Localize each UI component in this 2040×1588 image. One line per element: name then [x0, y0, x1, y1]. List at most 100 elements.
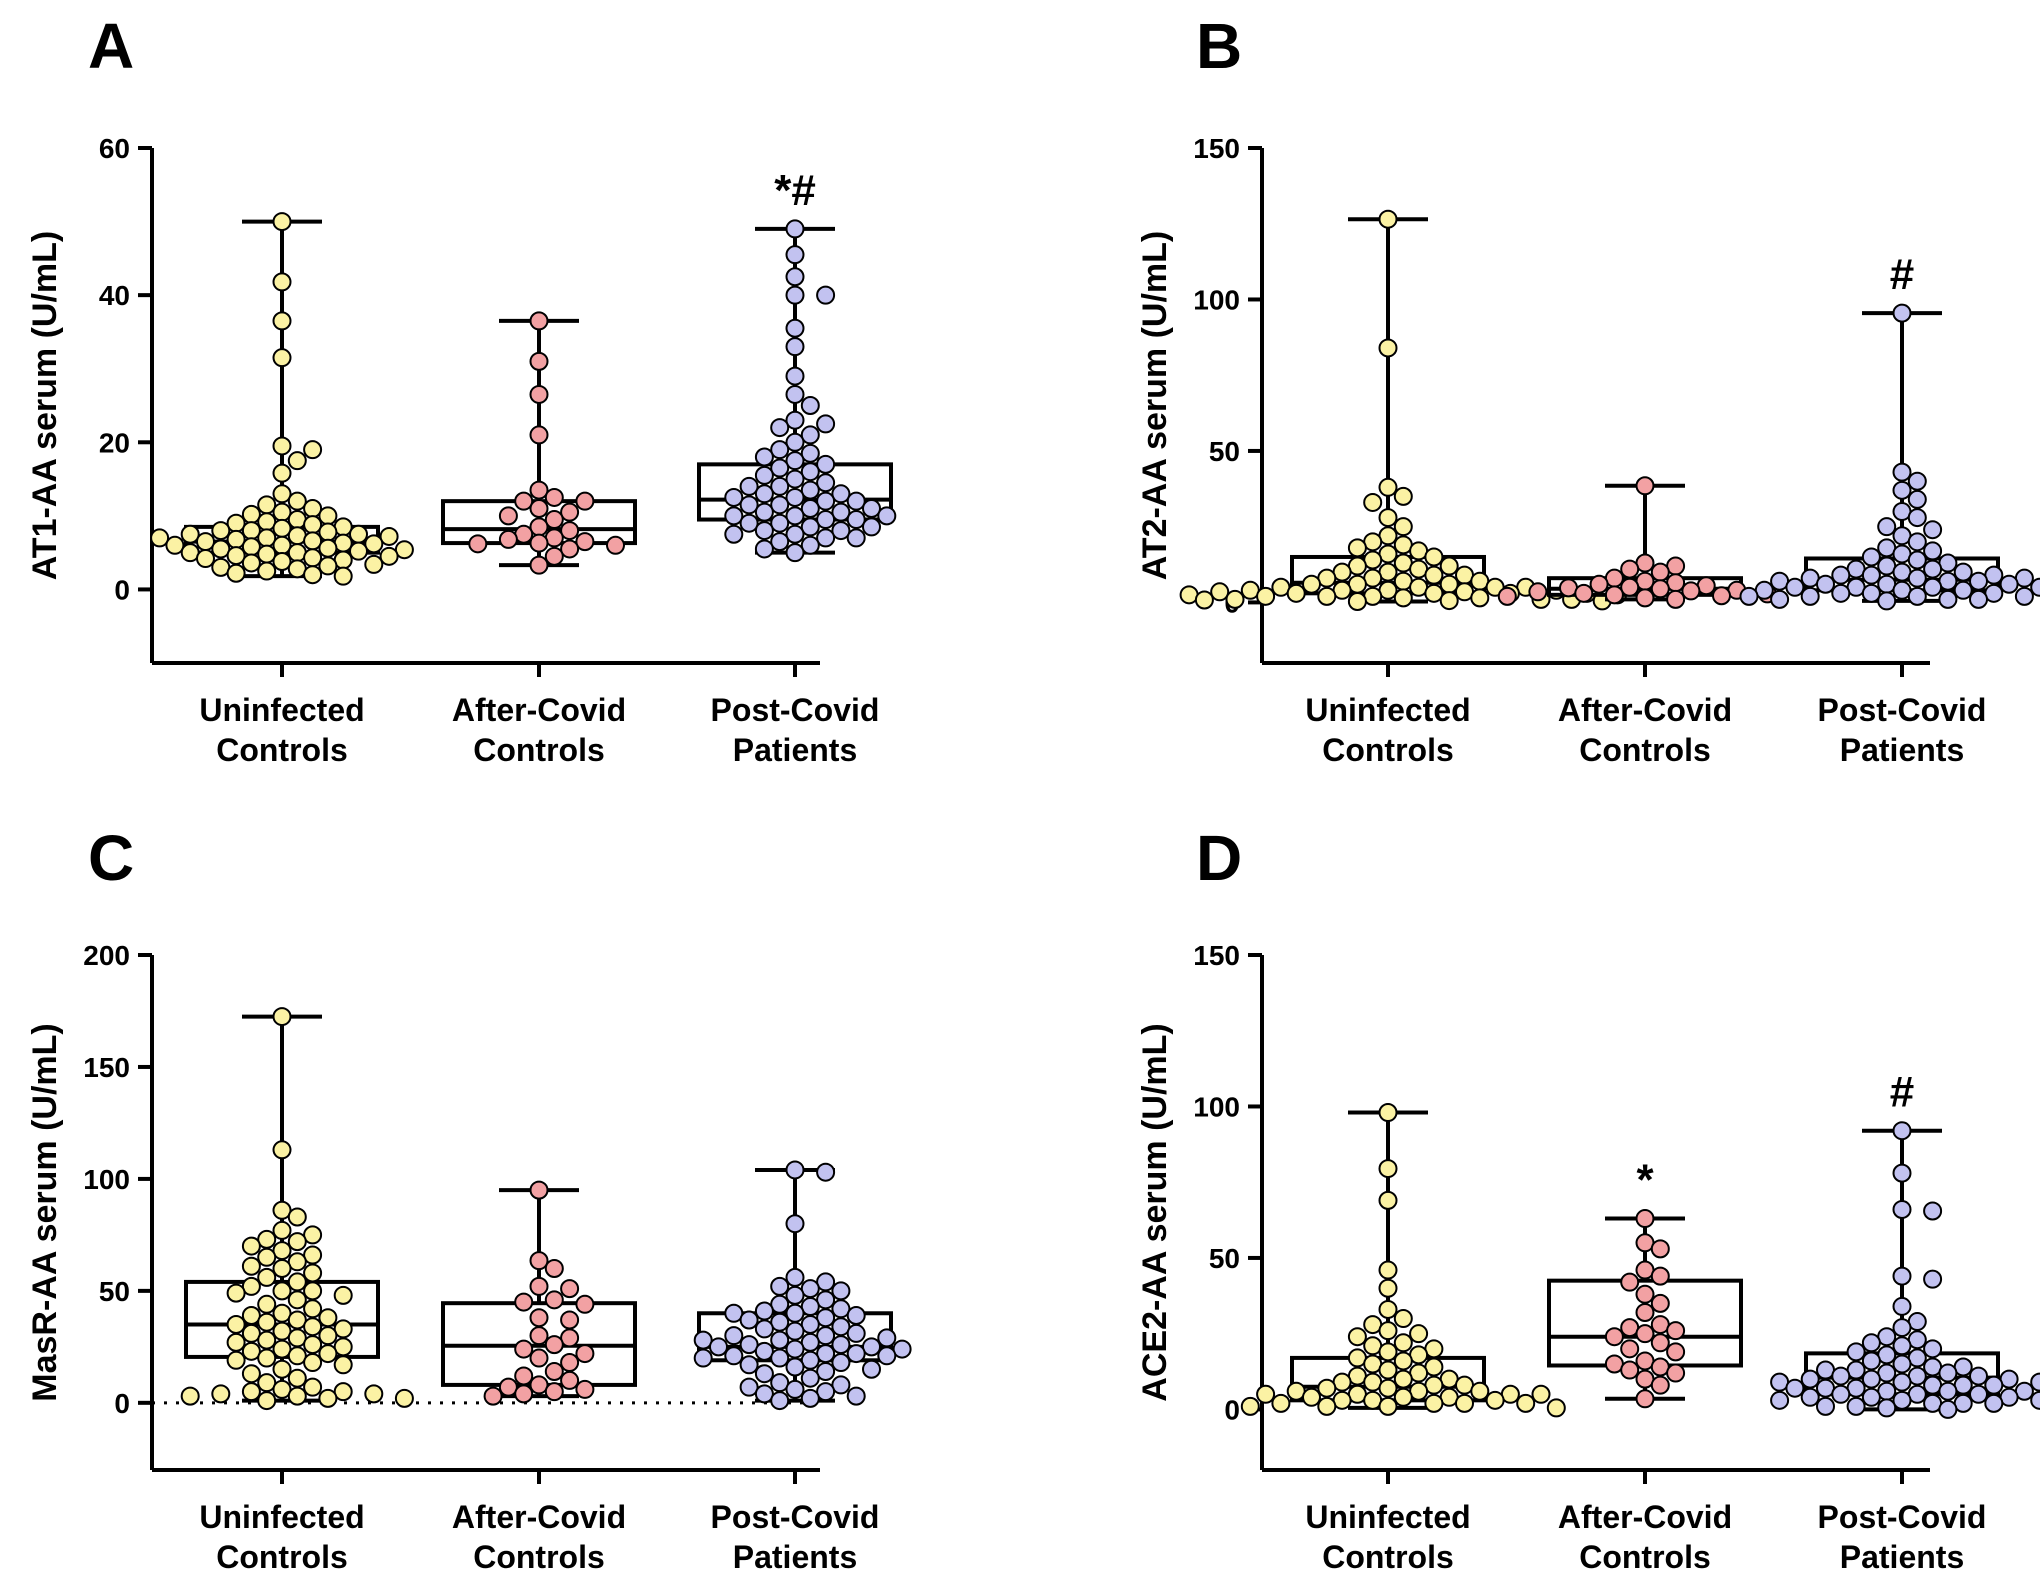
data-point — [1924, 1340, 1941, 1357]
data-point — [1652, 1240, 1669, 1257]
y-tick-label: 150 — [1193, 133, 1240, 164]
panel-letter-a: A — [88, 10, 134, 82]
data-point — [319, 1327, 336, 1344]
data-point — [1667, 1365, 1684, 1382]
y-tick-label: 50 — [1209, 436, 1240, 467]
data-point — [756, 1320, 773, 1337]
y-tick-label: 100 — [83, 1164, 130, 1195]
data-point — [350, 543, 367, 560]
data-point — [304, 1264, 321, 1281]
data-point — [1591, 576, 1608, 593]
y-tick-label: 0 — [1224, 1394, 1240, 1425]
significance-annotation: # — [1890, 1068, 1914, 1117]
data-point — [1894, 1201, 1911, 1218]
data-point — [1380, 1380, 1397, 1397]
data-point — [1349, 593, 1366, 610]
data-point — [725, 1327, 742, 1344]
data-point — [1575, 585, 1592, 602]
data-point — [576, 1345, 593, 1362]
data-point — [1318, 1398, 1335, 1415]
x-category-label: Controls — [1579, 732, 1711, 768]
x-category-label: Controls — [1322, 1539, 1454, 1575]
y-tick-label: 0 — [114, 1388, 130, 1419]
data-point — [1924, 579, 1941, 596]
data-point — [274, 1361, 291, 1378]
data-point — [1349, 539, 1366, 556]
data-point — [1529, 583, 1546, 600]
y-tick-label: 150 — [83, 1052, 130, 1083]
data-point — [304, 1336, 321, 1353]
data-point — [274, 273, 291, 290]
data-point — [1848, 1343, 1865, 1360]
data-point — [878, 1347, 895, 1364]
panel-letter-c: C — [88, 822, 134, 894]
y-tick-label: 0 — [114, 574, 130, 605]
data-point — [304, 549, 321, 566]
data-point — [1637, 589, 1654, 606]
x-category-label: Controls — [473, 732, 605, 768]
data-point — [802, 1390, 819, 1407]
data-point — [1621, 1274, 1638, 1291]
data-point — [289, 1370, 306, 1387]
data-point — [771, 419, 788, 436]
data-point — [832, 1336, 849, 1353]
data-point — [1939, 1365, 1956, 1382]
data-point — [787, 338, 804, 355]
data-point — [1380, 1160, 1397, 1177]
data-point — [1272, 1395, 1289, 1412]
data-point — [289, 1291, 306, 1308]
data-point — [1786, 1380, 1803, 1397]
data-point — [289, 1208, 306, 1225]
data-point — [848, 1325, 865, 1342]
data-point — [365, 556, 382, 573]
data-point — [787, 1287, 804, 1304]
data-point — [576, 1296, 593, 1313]
data-point — [1909, 552, 1926, 569]
data-point — [304, 441, 321, 458]
data-point — [787, 1323, 804, 1340]
y-tick-label: 200 — [83, 940, 130, 971]
series-uninfected-controls: Uninfected Controls — [1242, 1104, 1565, 1575]
data-point — [515, 1385, 532, 1402]
y-tick-label: 100 — [1193, 284, 1240, 315]
data-point — [228, 1316, 245, 1333]
data-point — [274, 213, 291, 230]
data-point — [1606, 1328, 1623, 1345]
data-point — [319, 1390, 336, 1407]
data-point — [319, 524, 336, 541]
data-point — [1894, 305, 1911, 322]
data-point — [274, 312, 291, 329]
data-point — [1832, 1386, 1849, 1403]
data-point — [546, 489, 563, 506]
data-point — [756, 540, 773, 557]
data-point — [1395, 1334, 1412, 1351]
data-point — [319, 557, 336, 574]
data-point — [1456, 1395, 1473, 1412]
data-point — [787, 368, 804, 385]
data-point — [500, 531, 517, 548]
data-point — [258, 1350, 275, 1367]
data-point — [1985, 1377, 2002, 1394]
y-tick-label: 150 — [1193, 940, 1240, 971]
data-point — [258, 1392, 275, 1409]
x-category-label: Controls — [1322, 732, 1454, 768]
data-point — [756, 504, 773, 521]
data-point — [1395, 488, 1412, 505]
data-point — [1667, 1343, 1684, 1360]
data-point — [1380, 509, 1397, 526]
data-point — [771, 1278, 788, 1295]
data-point — [848, 529, 865, 546]
data-point — [787, 1215, 804, 1232]
x-category-label: Uninfected — [1305, 1499, 1470, 1535]
data-point — [531, 426, 548, 443]
x-category-label: Patients — [1840, 1539, 1964, 1575]
data-point — [1909, 509, 1926, 526]
data-point — [863, 1361, 880, 1378]
data-point — [1652, 1268, 1669, 1285]
y-tick-label: 100 — [1193, 1091, 1240, 1122]
